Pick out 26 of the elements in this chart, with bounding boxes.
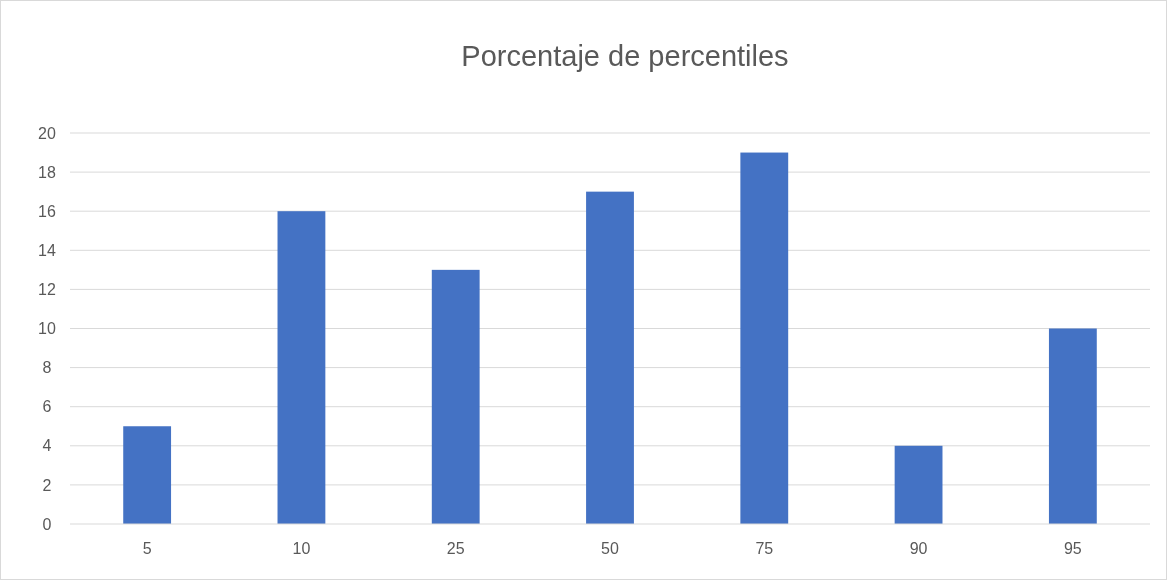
- y-tick-label: 6: [42, 398, 52, 416]
- y-tick-label: 8: [42, 359, 52, 377]
- y-tick-label: 12: [38, 281, 56, 298]
- y-tick-label: 4: [42, 437, 52, 455]
- bar: [277, 211, 326, 524]
- bar: [586, 191, 634, 524]
- x-tick-label: 50: [601, 540, 619, 557]
- y-tick-label: 18: [38, 163, 56, 181]
- bar: [740, 152, 789, 524]
- y-tick-label: 16: [38, 202, 56, 220]
- bar: [1048, 328, 1097, 524]
- x-tick-label: 95: [1063, 540, 1082, 557]
- y-tick-label: 2: [42, 476, 52, 494]
- bar: [123, 426, 172, 524]
- y-tick-label: 10: [38, 320, 56, 338]
- x-tick-label: 5: [142, 540, 152, 557]
- x-tick-label: 90: [909, 540, 928, 557]
- bar: [894, 445, 943, 524]
- y-tick-label: 14: [38, 241, 56, 259]
- x-tick-label: 10: [292, 540, 311, 557]
- x-tick-label: 25: [446, 540, 465, 557]
- y-tick-label: 0: [42, 515, 52, 533]
- bar: [431, 269, 480, 524]
- y-tick-label: 20: [38, 124, 56, 142]
- chart-title: Porcentaje de percentiles: [461, 40, 789, 72]
- x-tick-label: 75: [755, 540, 774, 557]
